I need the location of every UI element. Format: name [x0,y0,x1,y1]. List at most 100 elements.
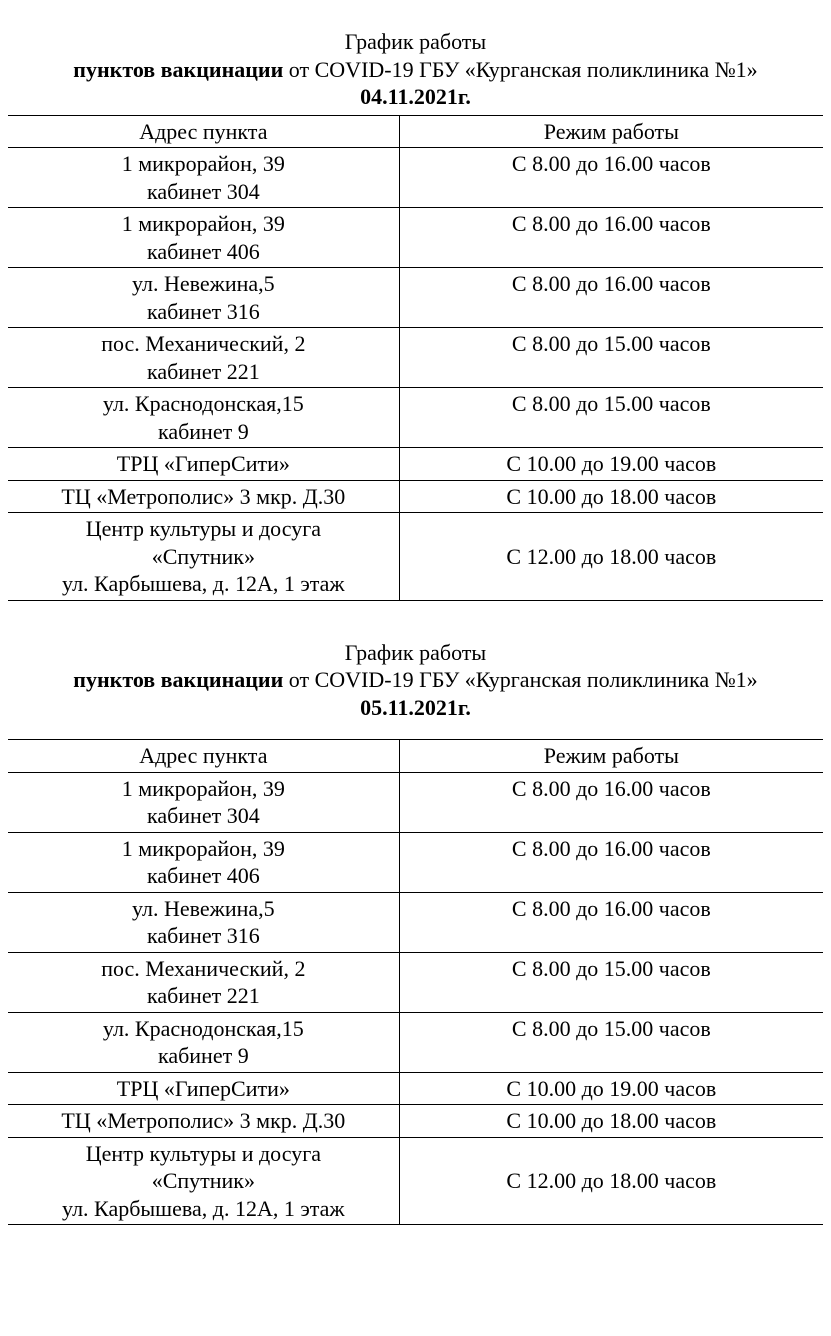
address-line: ТРЦ «ГиперСити» [117,451,290,476]
cell-hours: С 8.00 до 16.00 часов [399,268,823,328]
address-line: 1 микрорайон, 39 [122,776,285,801]
address-line: кабинет 9 [158,1043,249,1068]
cell-address: 1 микрорайон, 39 кабинет 406 [8,832,399,892]
title-line2: пунктов вакцинации от COVID-19 ГБУ «Кург… [8,56,823,84]
cell-address: 1 микрорайон, 39 кабинет 406 [8,208,399,268]
cell-hours: С 8.00 до 15.00 часов [399,952,823,1012]
col-header-hours: Режим работы [399,115,823,148]
table-row: ул. Невежина,5 кабинет 316 С 8.00 до 16.… [8,268,823,328]
cell-address: ТРЦ «ГиперСити» [8,1072,399,1105]
cell-hours: С 12.00 до 18.00 часов [399,513,823,601]
address-line: кабинет 316 [147,923,260,948]
cell-address: Центр культуры и досуга «Спутник» ул. Ка… [8,1137,399,1225]
address-line: кабинет 406 [147,863,260,888]
address-line: «Спутник» [152,544,255,569]
cell-hours: С 10.00 до 19.00 часов [399,448,823,481]
cell-hours: С 8.00 до 16.00 часов [399,208,823,268]
address-line: ул. Невежина,5 [132,896,275,921]
table-row: 1 микрорайон, 39 кабинет 406 С 8.00 до 1… [8,208,823,268]
address-line: кабинет 221 [147,359,260,384]
cell-hours: С 10.00 до 18.00 часов [399,480,823,513]
address-line: ТЦ «Метрополис» 3 мкр. Д.30 [61,484,345,509]
cell-hours: С 8.00 до 16.00 часов [399,148,823,208]
address-line: ул. Краснодонская,15 [103,391,304,416]
address-line: кабинет 221 [147,983,260,1008]
cell-hours: С 8.00 до 16.00 часов [399,892,823,952]
schedule-table: Адрес пункта Режим работы 1 микрорайон, … [8,739,823,1225]
cell-address: 1 микрорайон, 39 кабинет 304 [8,772,399,832]
table-row: Центр культуры и досуга «Спутник» ул. Ка… [8,513,823,601]
table-row: 1 микрорайон, 39 кабинет 406 С 8.00 до 1… [8,832,823,892]
section-title: График работы пунктов вакцинации от COVI… [8,639,823,722]
cell-address: 1 микрорайон, 39 кабинет 304 [8,148,399,208]
address-line: кабинет 9 [158,419,249,444]
table-header-row: Адрес пункта Режим работы [8,740,823,773]
address-line: ТЦ «Метрополис» 3 мкр. Д.30 [61,1108,345,1133]
address-line: Центр культуры и досуга [86,516,321,541]
col-header-hours: Режим работы [399,740,823,773]
table-row: ТЦ «Метрополис» 3 мкр. Д.30 С 10.00 до 1… [8,480,823,513]
section-title: График работы пунктов вакцинации от COVI… [8,28,823,111]
cell-address: пос. Механический, 2 кабинет 221 [8,952,399,1012]
cell-hours: С 10.00 до 19.00 часов [399,1072,823,1105]
address-line: ул. Карбышева, д. 12А, 1 этаж [62,571,345,596]
table-row: пос. Механический, 2 кабинет 221 С 8.00 … [8,328,823,388]
address-line: ул. Невежина,5 [132,271,275,296]
cell-hours: С 10.00 до 18.00 часов [399,1105,823,1138]
address-line: ул. Краснодонская,15 [103,1016,304,1041]
cell-hours: С 8.00 до 16.00 часов [399,832,823,892]
cell-address: ул. Невежина,5 кабинет 316 [8,892,399,952]
title-date: 04.11.2021г. [8,83,823,111]
table-row: ул. Краснодонская,15 кабинет 9 С 8.00 до… [8,388,823,448]
cell-address: ТЦ «Метрополис» 3 мкр. Д.30 [8,1105,399,1138]
cell-hours: С 8.00 до 15.00 часов [399,388,823,448]
address-line: кабинет 304 [147,803,260,828]
address-line: «Спутник» [152,1168,255,1193]
table-row: ТЦ «Метрополис» 3 мкр. Д.30 С 10.00 до 1… [8,1105,823,1138]
cell-address: ТЦ «Метрополис» 3 мкр. Д.30 [8,480,399,513]
table-row: ТРЦ «ГиперСити» С 10.00 до 19.00 часов [8,448,823,481]
address-line: пос. Механический, 2 [101,956,305,981]
table-row: ул. Краснодонская,15 кабинет 9 С 8.00 до… [8,1012,823,1072]
cell-address: Центр культуры и досуга «Спутник» ул. Ка… [8,513,399,601]
table-row: ул. Невежина,5 кабинет 316 С 8.00 до 16.… [8,892,823,952]
cell-address: ул. Невежина,5 кабинет 316 [8,268,399,328]
title-line1: График работы [8,28,823,56]
address-line: кабинет 316 [147,299,260,324]
address-line: Центр культуры и досуга [86,1141,321,1166]
title-line2-bold: пунктов вакцинации [73,57,283,82]
document-page: График работы пунктов вакцинации от COVI… [0,0,831,1265]
cell-hours: С 12.00 до 18.00 часов [399,1137,823,1225]
title-date: 05.11.2021г. [8,694,823,722]
table-header-row: Адрес пункта Режим работы [8,115,823,148]
address-line: 1 микрорайон, 39 [122,151,285,176]
address-line: 1 микрорайон, 39 [122,836,285,861]
table-row: 1 микрорайон, 39 кабинет 304 С 8.00 до 1… [8,148,823,208]
hours-text: С 12.00 до 18.00 часов [506,544,716,569]
schedule-table: Адрес пункта Режим работы 1 микрорайон, … [8,115,823,601]
title-line1: График работы [8,639,823,667]
title-line2: пунктов вакцинации от COVID-19 ГБУ «Кург… [8,666,823,694]
cell-address: пос. Механический, 2 кабинет 221 [8,328,399,388]
table-row: ТРЦ «ГиперСити» С 10.00 до 19.00 часов [8,1072,823,1105]
address-line: пос. Механический, 2 [101,331,305,356]
title-line2-bold: пунктов вакцинации [73,667,283,692]
address-line: ТРЦ «ГиперСити» [117,1076,290,1101]
cell-address: ул. Краснодонская,15 кабинет 9 [8,388,399,448]
extra-gap [8,725,823,739]
col-header-address: Адрес пункта [8,115,399,148]
section-gap [8,601,823,639]
table-row: пос. Механический, 2 кабинет 221 С 8.00 … [8,952,823,1012]
cell-address: ул. Краснодонская,15 кабинет 9 [8,1012,399,1072]
title-line2-rest: от COVID-19 ГБУ «Курганская поликлиника … [283,57,757,82]
col-header-address: Адрес пункта [8,740,399,773]
title-line2-rest: от COVID-19 ГБУ «Курганская поликлиника … [283,667,757,692]
cell-hours: С 8.00 до 15.00 часов [399,1012,823,1072]
cell-hours: С 8.00 до 15.00 часов [399,328,823,388]
cell-hours: С 8.00 до 16.00 часов [399,772,823,832]
cell-address: ТРЦ «ГиперСити» [8,448,399,481]
address-line: кабинет 304 [147,179,260,204]
address-line: ул. Карбышева, д. 12А, 1 этаж [62,1196,345,1221]
hours-text: С 12.00 до 18.00 часов [506,1168,716,1193]
address-line: 1 микрорайон, 39 [122,211,285,236]
